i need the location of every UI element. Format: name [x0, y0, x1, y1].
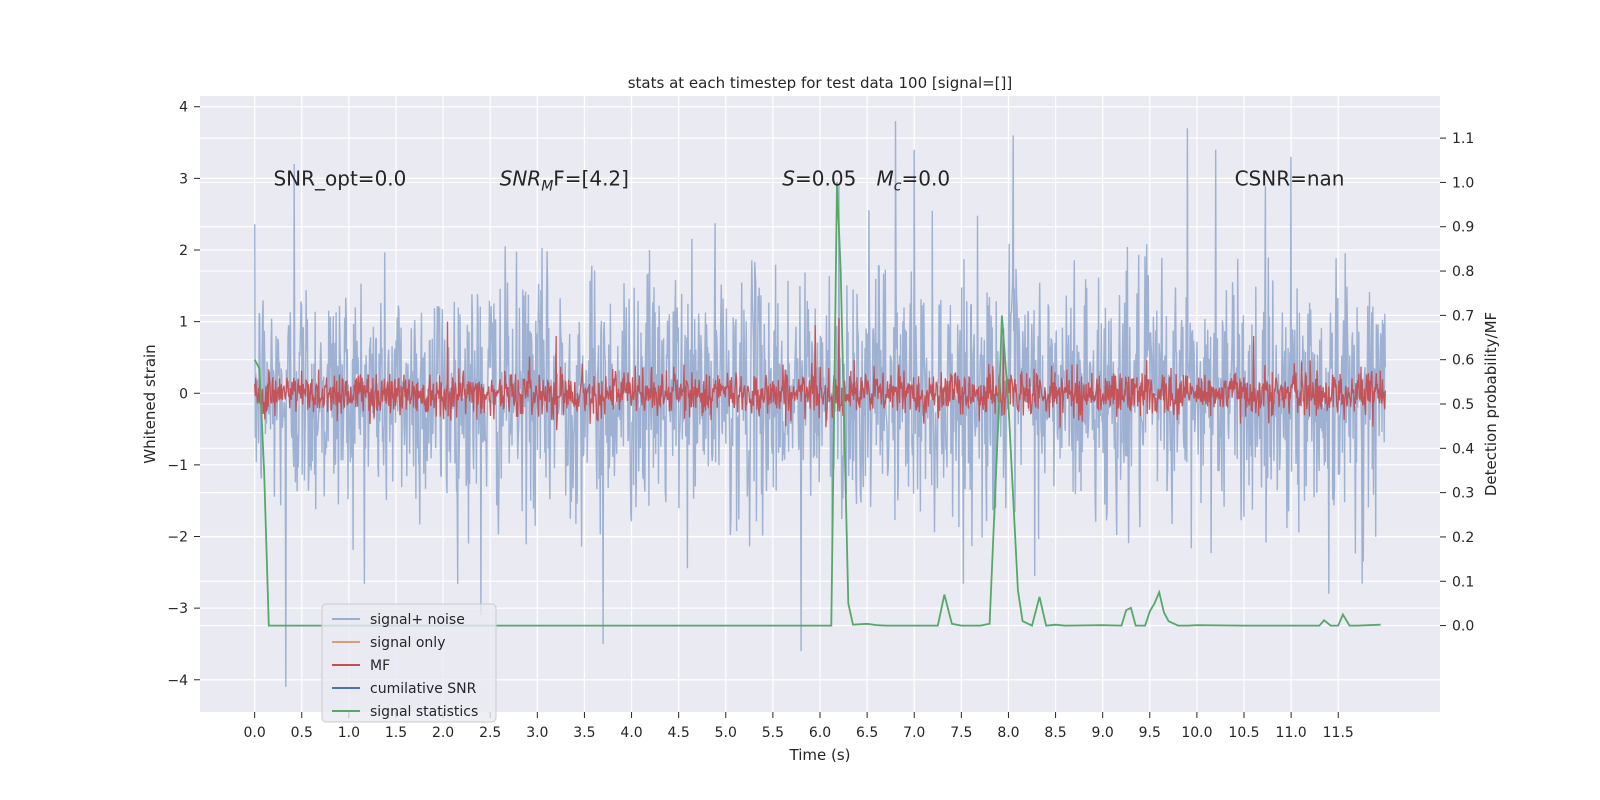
x-tick-label: 3.0: [526, 725, 548, 741]
x-tick-label: 3.5: [573, 725, 595, 741]
y-tick-label: −1: [167, 458, 188, 474]
annotation-main: CSNR=nan: [1235, 166, 1345, 190]
x-tick-label: 8.5: [1044, 725, 1066, 741]
annotation-text: Mc=0.0: [877, 166, 951, 194]
annotation-main: SNR_opt=0.0: [273, 166, 406, 190]
chart-title: stats at each timestep for test data 100…: [628, 74, 1013, 92]
y-tick-label: 1: [179, 315, 188, 331]
legend-label: signal only: [370, 635, 445, 651]
ticks-layer: 0.0 0.5 1.0 1.5 2.0 2.5 3.0 3.5 4.0 4.5 5.0 5.5 6.0 6…: [167, 100, 1474, 741]
y2-tick-label: 0.2: [1452, 530, 1474, 546]
x-tick-label: 0.5: [291, 725, 313, 741]
series-line-signal-statistics: [253, 182, 1381, 627]
y2-tick-label: 0.7: [1452, 308, 1474, 324]
x-tick-label: 6.0: [809, 725, 831, 741]
annotation-text: S=0.05: [782, 166, 856, 190]
x-tick-label: 5.5: [762, 725, 784, 741]
y-tick-label: −3: [167, 601, 188, 617]
y-tick-label: −4: [167, 673, 188, 689]
legend-frame: [321, 603, 497, 723]
legend-label: signal statistics: [370, 704, 478, 720]
y-tick-label: −2: [167, 530, 188, 546]
annotation-tail: F=[4.2]: [553, 166, 629, 190]
x-tick-label: 8.0: [997, 725, 1019, 741]
x-tick-label: 1.5: [385, 725, 407, 741]
annotation-main: SNR: [500, 166, 542, 190]
y2-tick-label: 0.4: [1452, 441, 1474, 457]
y2-axis-label: Detection probability/MF: [1482, 312, 1500, 496]
y-axis-label: Whitened strain: [141, 344, 159, 463]
x-tick-label: 7.0: [903, 725, 925, 741]
y-tick-label: 4: [179, 100, 188, 116]
y2-tick-label: 0.1: [1452, 574, 1474, 590]
x-tick-label: 1.0: [338, 725, 360, 741]
x-tick-label: 10.5: [1228, 725, 1259, 741]
legend-label: signal+ noise: [370, 612, 465, 628]
annotation-text: SNRMF=[4.2]: [500, 166, 629, 194]
annotations-layer: SNR_opt=0.0 SNRMF=[4.2] S=0.05 Mc=0.0 CSNR=n…: [273, 166, 1344, 194]
annotation-sub: c: [894, 178, 902, 194]
y2-tick-label: 0.5: [1452, 397, 1474, 413]
x-tick-label: 5.0: [715, 725, 737, 741]
annotation-main: S: [782, 166, 795, 190]
y2-tick-label: 1.1: [1452, 131, 1474, 147]
annotation-text: CSNR=nan: [1235, 166, 1345, 190]
x-tick-label: 11.0: [1276, 725, 1307, 741]
x-axis-label: Time (s): [789, 746, 851, 764]
y-tick-label: 2: [179, 243, 188, 259]
x-tick-label: 2.5: [479, 725, 501, 741]
x-tick-label: 0.0: [244, 725, 266, 741]
x-tick-label: 10.0: [1181, 725, 1212, 741]
x-tick-label: 2.0: [432, 725, 454, 741]
y-tick-label: 0: [179, 386, 188, 402]
x-tick-label: 9.5: [1139, 725, 1161, 741]
x-tick-label: 4.5: [668, 725, 690, 741]
series-line-mf: [254, 317, 1386, 431]
x-tick-label: 6.5: [856, 725, 878, 741]
annotation-tail: =0.05: [795, 166, 856, 190]
annotation-main: M: [877, 166, 894, 190]
y2-tick-label: 0.0: [1452, 619, 1474, 635]
y2-tick-label: 0.3: [1452, 486, 1474, 502]
y2-tick-label: 1.0: [1452, 175, 1474, 191]
legend-label: MF: [370, 658, 390, 674]
x-tick-label: 4.0: [620, 725, 642, 741]
annotation-text: SNR_opt=0.0: [273, 166, 406, 190]
legend: signal+ noise signal only MF cumilative SNR…: [321, 603, 497, 723]
y-tick-label: 3: [179, 171, 188, 187]
annotation-sub: M: [541, 178, 553, 194]
annotation-tail: =0.0: [902, 166, 951, 190]
x-tick-label: 11.5: [1323, 725, 1354, 741]
x-tick-label: 7.5: [950, 725, 972, 741]
x-tick-label: 9.0: [1092, 725, 1114, 741]
y2-tick-label: 0.6: [1452, 353, 1474, 369]
y2-tick-label: 0.8: [1452, 264, 1474, 280]
series-layer: [253, 121, 1386, 687]
y2-tick-label: 0.9: [1452, 220, 1474, 236]
legend-label: cumilative SNR: [370, 681, 477, 697]
